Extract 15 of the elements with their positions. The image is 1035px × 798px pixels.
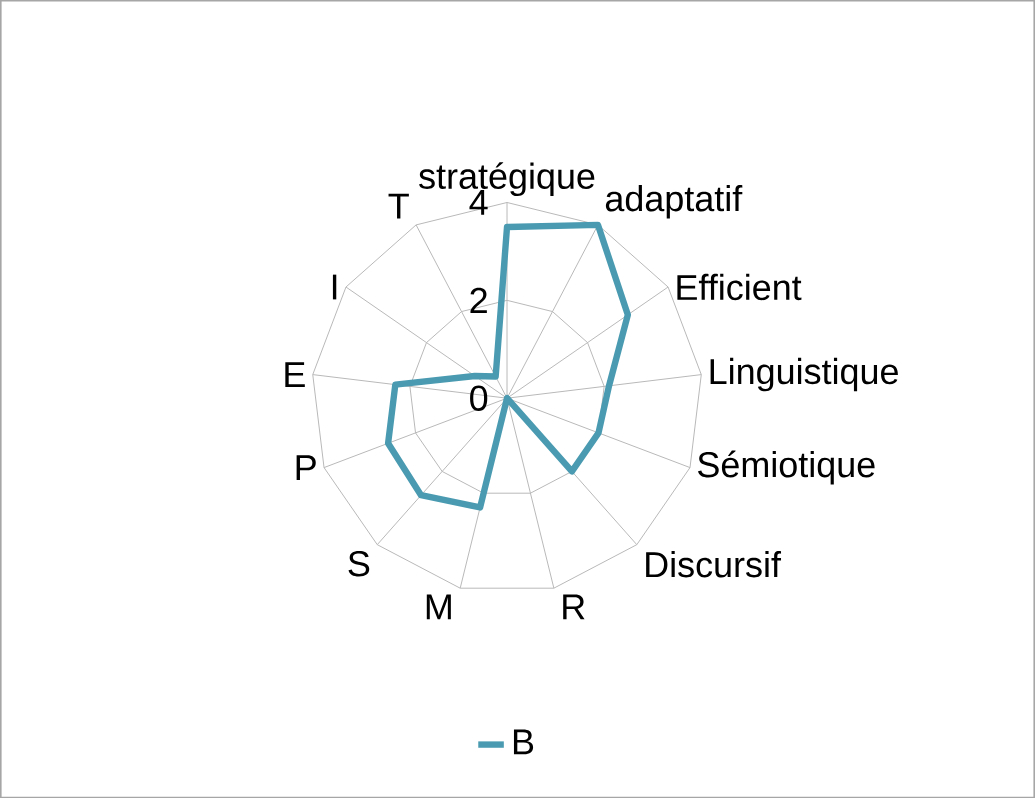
spoke-label: Linguistique	[710, 357, 898, 392]
y-tick-label: 2	[470, 287, 487, 313]
spoke-label: T	[388, 193, 409, 219]
spoke-label: I	[332, 274, 337, 300]
y-tick-label: 0	[470, 385, 488, 411]
spoke-label: Discursif	[646, 550, 782, 578]
spoke-label: R	[563, 594, 585, 620]
spoke-label: Efficient	[677, 273, 802, 301]
spoke-label: M	[426, 594, 451, 620]
spoke-label: E	[285, 362, 305, 387]
spoke-label: Sémiotique	[698, 450, 875, 485]
spoke-label: P	[296, 455, 316, 480]
spoke-label: adaptatif	[605, 184, 743, 219]
legend-label: B	[513, 729, 534, 755]
spoke-label: S	[348, 550, 370, 577]
